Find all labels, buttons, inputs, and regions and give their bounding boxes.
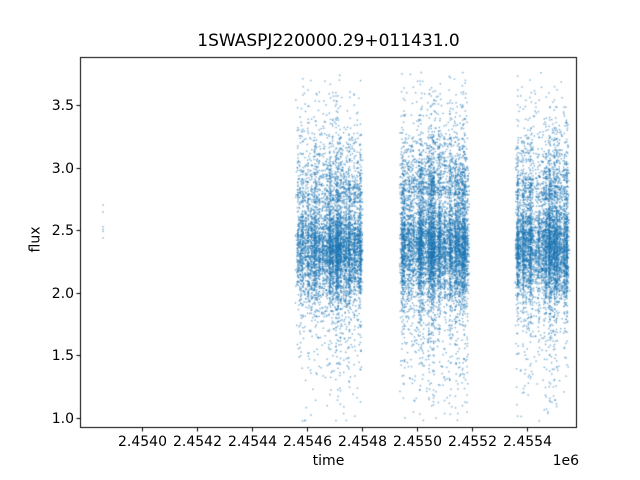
y-tick-label: 2.0 (51, 285, 74, 302)
x-axis-offset-label: 1e6 (552, 453, 579, 469)
chart-title: 1SWASPJ220000.29+011431.0 (197, 31, 460, 51)
x-tick-label: 2.4552 (448, 434, 497, 450)
y-tick-label: 3.5 (51, 97, 74, 114)
x-tick-label: 2.4542 (173, 434, 222, 450)
x-tick-label: 2.4554 (503, 434, 552, 450)
x-axis-label: time (312, 453, 345, 469)
y-tick-label: 3.0 (51, 160, 74, 177)
x-tick-label: 2.4550 (393, 434, 442, 450)
x-tick-label: 2.4540 (118, 434, 167, 450)
y-axis-label: flux (27, 226, 44, 253)
y-tick-label: 1.0 (51, 410, 74, 427)
x-tick-label: 2.4548 (338, 434, 387, 450)
y-tick-label: 2.5 (51, 222, 74, 239)
x-tick-label: 2.4544 (228, 434, 277, 450)
x-tick-label: 2.4546 (283, 434, 332, 450)
y-tick-label: 1.5 (51, 347, 74, 364)
